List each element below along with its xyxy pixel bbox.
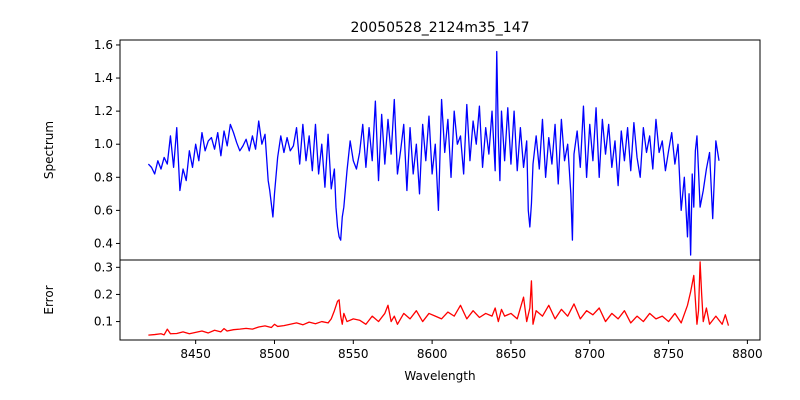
spectrum-y-tick-label: 0.4 <box>94 236 113 250</box>
chart-title: 20050528_2124m35_147 <box>350 20 529 36</box>
x-axis-ticks: 8450 8500 8550 8600 8650 8700 8750 8800 <box>180 340 763 361</box>
x-tick-label: 8500 <box>259 347 290 361</box>
x-tick-label: 8700 <box>574 347 605 361</box>
spectrum-y-tick-label: 1.2 <box>94 104 113 118</box>
spectrum-y-tick-label: 0.8 <box>94 170 113 184</box>
spectrum-y-tick-label: 1.6 <box>94 38 113 52</box>
spectrum-series-line <box>147 50 720 256</box>
spectrum-y-ticks: 0.4 0.6 0.8 1.0 1.2 1.4 1.6 <box>94 38 120 250</box>
x-tick-label: 8800 <box>732 347 763 361</box>
spectrum-panel: 0.4 0.6 0.8 1.0 1.2 1.4 1.6 Spectrum <box>42 38 761 261</box>
x-axis-label: Wavelength <box>404 369 475 383</box>
error-y-tick-label: 0.2 <box>94 287 113 301</box>
error-y-tick-label: 0.3 <box>94 260 113 274</box>
error-panel: 0.1 0.2 0.3 Error <box>42 259 761 341</box>
error-series-line <box>148 261 730 336</box>
spectrum-y-axis-label: Spectrum <box>42 121 56 179</box>
x-tick-label: 8450 <box>180 347 211 361</box>
x-tick-label: 8600 <box>417 347 448 361</box>
x-tick-label: 8650 <box>496 347 527 361</box>
error-y-axis-label: Error <box>42 285 56 314</box>
error-y-tick-label: 0.1 <box>94 315 113 329</box>
spectrum-y-tick-label: 1.0 <box>94 137 113 151</box>
spectrum-y-tick-label: 1.4 <box>94 71 113 85</box>
x-tick-label: 8550 <box>338 347 369 361</box>
error-y-ticks: 0.1 0.2 0.3 <box>94 260 120 329</box>
error-plot-frame <box>119 259 761 341</box>
spectrum-y-tick-label: 0.6 <box>94 203 113 217</box>
x-tick-label: 8750 <box>653 347 684 361</box>
